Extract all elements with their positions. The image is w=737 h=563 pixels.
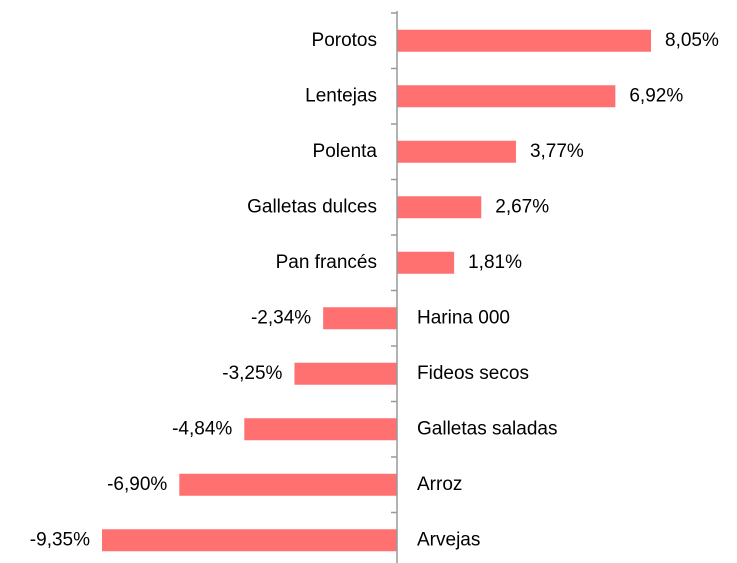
value-label: -2,34% bbox=[251, 307, 311, 328]
bar bbox=[244, 418, 398, 441]
bar bbox=[397, 85, 616, 108]
category-label: Fideos secos bbox=[417, 363, 529, 384]
bar bbox=[294, 362, 398, 385]
category-label: Porotos bbox=[312, 30, 377, 51]
value-label: -3,25% bbox=[222, 363, 282, 384]
value-label: 1,81% bbox=[468, 252, 522, 273]
category-label: Lentejas bbox=[305, 85, 377, 106]
bar bbox=[397, 140, 516, 163]
category-label: Arvejas bbox=[417, 529, 480, 550]
category-label: Pan francés bbox=[276, 252, 377, 273]
bar bbox=[179, 473, 398, 496]
value-label: -4,84% bbox=[172, 418, 232, 439]
bar bbox=[397, 196, 482, 219]
bar bbox=[323, 307, 398, 330]
value-label: -6,90% bbox=[107, 474, 167, 495]
value-label: 6,92% bbox=[629, 85, 683, 106]
category-label: Polenta bbox=[313, 141, 378, 162]
value-label: 2,67% bbox=[495, 196, 549, 217]
bar bbox=[102, 529, 398, 552]
category-label: Arroz bbox=[417, 474, 462, 495]
value-label: 3,77% bbox=[530, 141, 584, 162]
value-label: 8,05% bbox=[665, 30, 719, 51]
bar bbox=[397, 251, 455, 274]
bar bbox=[397, 29, 651, 52]
value-label: -9,35% bbox=[30, 529, 90, 550]
category-label: Galletas dulces bbox=[247, 196, 377, 217]
category-label: Harina 000 bbox=[417, 307, 510, 328]
category-label: Galletas saladas bbox=[417, 418, 557, 439]
